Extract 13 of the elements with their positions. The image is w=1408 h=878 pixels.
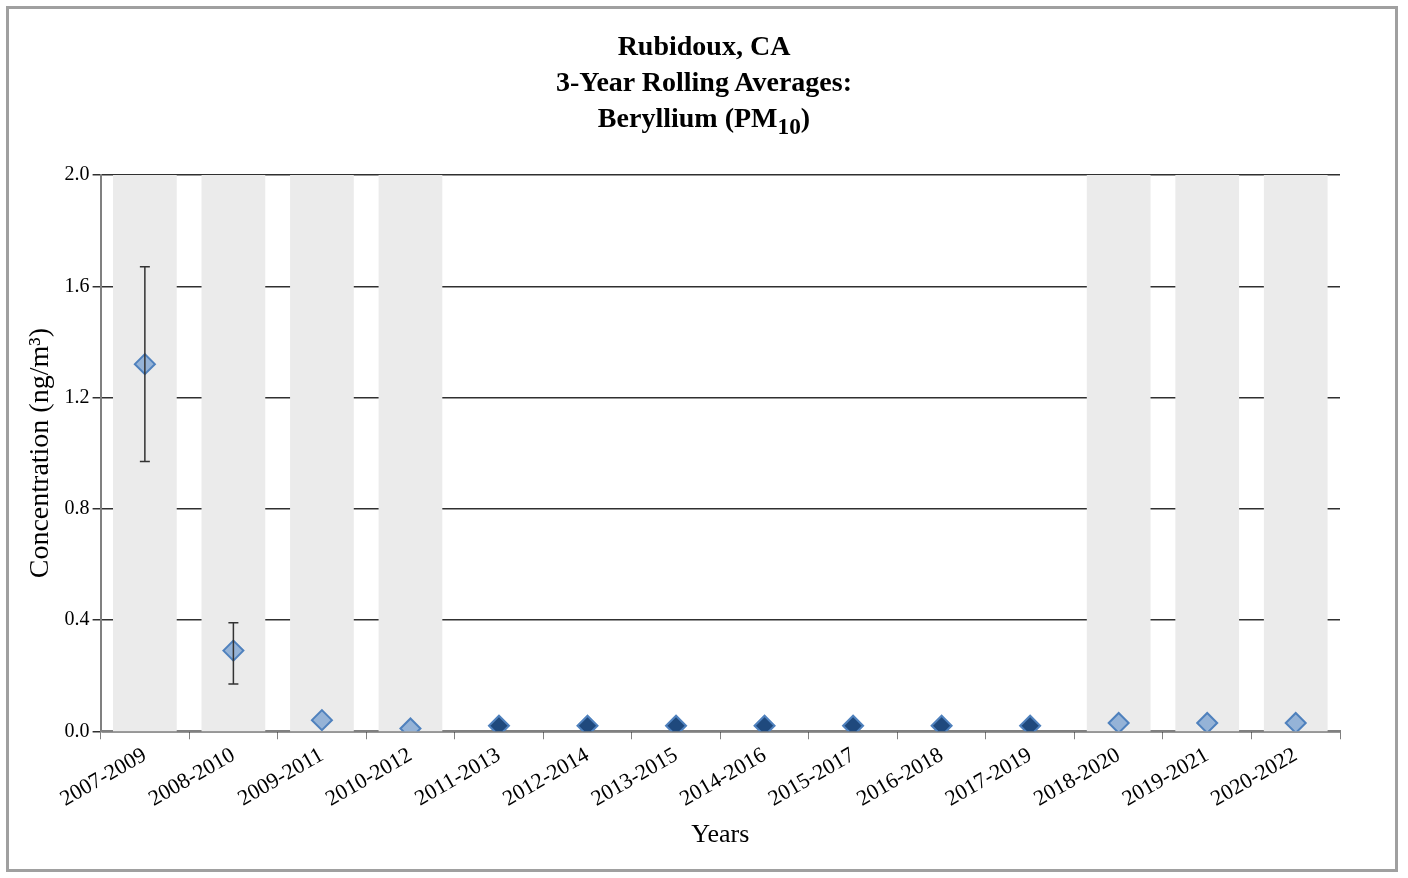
y-tick-label: 1.2 <box>64 384 90 407</box>
y-tick-label: 0.8 <box>64 496 90 519</box>
y-axis-title: Concentration (ng/m³) <box>23 328 55 579</box>
y-tick-label: 0.4 <box>64 607 90 630</box>
point <box>1107 711 1130 732</box>
y-tick-label: 2.0 <box>64 162 90 185</box>
point <box>1284 711 1307 732</box>
y-tick-label: 0.0 <box>64 718 90 741</box>
y-tick-label: 1.6 <box>64 273 90 296</box>
chart-title: Rubidoux, CA 3-Year Rolling Averages: Beryllium (PM$_{10}$) <box>555 29 853 141</box>
x-axis-title: Years <box>691 819 750 849</box>
point <box>222 639 245 662</box>
point <box>1196 711 1219 732</box>
